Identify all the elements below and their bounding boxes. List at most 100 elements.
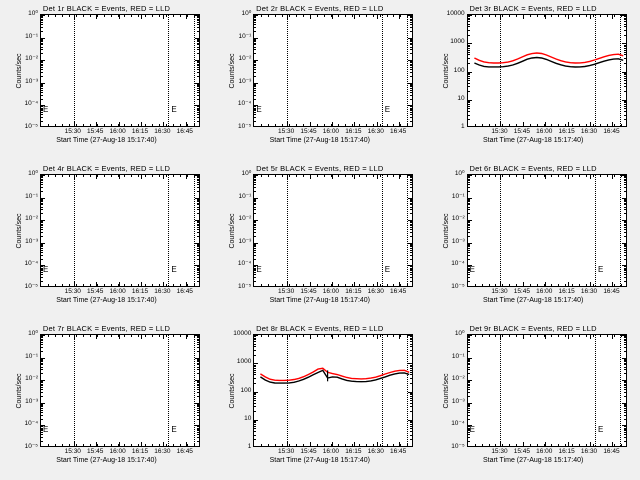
x-tick-label: 16:00 [109,288,126,295]
axis-tick [565,335,567,337]
axis-tick [467,21,470,23]
axis-tick [103,335,105,337]
axis-tick [41,53,43,55]
axis-tick [386,175,388,177]
axis-tick [41,425,45,427]
axis-tick [467,183,470,185]
axis-tick [467,341,470,343]
axis-tick [118,15,120,19]
axis-tick [410,439,413,441]
axis-tick [623,434,626,436]
x-tick-label: 16:15 [558,288,575,295]
axis-tick [400,284,402,286]
axis-tick [379,175,381,177]
axis-tick [623,223,626,225]
axis-tick [578,284,580,286]
axis-tick [254,266,257,268]
x-tick-label: 16:30 [367,128,384,135]
y-tick-label: 10⁻⁵ [237,122,252,130]
panel-title: Det 7r BLACK = Events, RED = LLD [42,324,171,333]
axis-tick [467,337,470,339]
axis-tick [612,282,614,286]
axis-tick [254,339,257,341]
axis-tick [407,335,409,337]
axis-tick [41,65,43,67]
axis-tick [623,176,626,178]
axis-tick [502,124,504,126]
axis-tick [613,15,615,17]
empty-marker: E [598,425,604,435]
y-tick-label: 1000 [450,38,465,45]
axis-tick [197,359,199,361]
axis-tick [195,60,199,62]
axis-tick [537,15,539,17]
axis-tick [41,251,43,253]
axis-tick [410,91,413,93]
x-tick-label: 15:30 [277,288,295,295]
axis-tick [621,242,626,244]
axis-tick [197,343,199,345]
gridline-vertical [287,335,289,446]
axis-tick [474,335,476,337]
gridline-vertical [73,175,75,286]
axis-tick [495,124,497,126]
axis-tick [410,199,413,201]
axis-tick [358,284,360,286]
axis-tick [163,442,165,446]
axis-tick [410,367,413,369]
axis-tick [623,414,626,416]
axis-tick [379,284,381,286]
axis-tick [254,69,257,71]
axis-tick [254,249,257,251]
axis-tick [41,244,43,246]
axis-tick [41,41,43,43]
axis-tick [410,108,413,110]
y-tick-label: 10⁻² [25,214,38,222]
axis-tick [612,335,614,339]
axis-tick [185,282,187,286]
axis-tick [197,243,199,245]
axis-tick [599,284,601,286]
axis-tick [467,381,470,383]
axis-tick [372,335,374,337]
axis-tick [173,444,175,446]
axis-tick [408,60,413,62]
axis-tick [41,91,43,93]
axis-tick [254,49,257,51]
x-tick-label: 16:30 [367,448,384,455]
y-tick-label: 10⁻⁵ [451,282,465,290]
axis-tick [117,444,119,446]
axis-tick [254,53,257,55]
axis-tick [41,213,43,215]
axis-tick [592,284,594,286]
axis-tick [287,15,289,19]
axis-tick [197,272,199,274]
axis-tick [261,335,263,337]
y-tick-label: 10⁻⁴ [24,100,38,108]
axis-tick [623,221,626,223]
axis-tick [41,60,45,62]
axis-tick [558,335,560,337]
axis-tick [254,277,257,279]
axis-tick [400,175,402,177]
axis-tick [393,335,395,337]
axis-tick [410,258,413,260]
axis-tick [410,180,413,181]
axis-tick [124,444,126,446]
axis-tick [393,175,395,177]
axis-tick [82,175,84,177]
axis-tick [197,223,199,225]
axis-tick [623,82,626,84]
axis-tick [41,221,43,223]
axis-tick [467,201,470,203]
axis-tick [195,425,199,427]
axis-tick [467,19,470,21]
axis-tick [254,265,259,267]
axis-tick [197,17,199,19]
axis-tick [623,437,626,439]
axis-tick [254,254,257,256]
axis-tick [410,424,413,426]
axis-tick [408,37,413,39]
axis-tick [623,341,626,343]
axis-tick [410,411,413,413]
